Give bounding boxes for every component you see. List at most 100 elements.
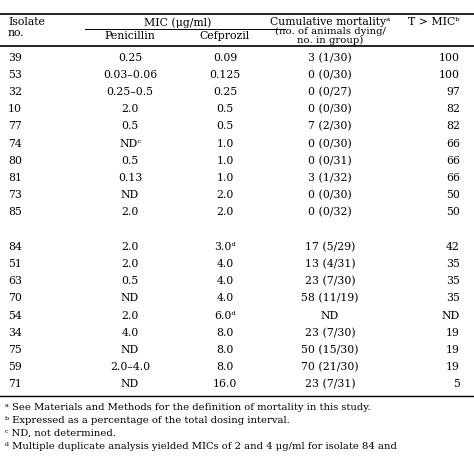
Text: 3 (1/32): 3 (1/32) [308,173,352,183]
Text: ND: ND [121,293,139,303]
Text: 5: 5 [453,379,460,390]
Text: (no. of animals dying/: (no. of animals dying/ [274,27,385,36]
Text: 2.0–4.0: 2.0–4.0 [110,362,150,372]
Text: 70: 70 [8,293,22,303]
Text: 0 (0/31): 0 (0/31) [308,155,352,166]
Text: 54: 54 [8,310,22,320]
Text: 2.0: 2.0 [121,208,139,218]
Text: 0.125: 0.125 [210,70,241,80]
Text: 50: 50 [446,190,460,200]
Text: 77: 77 [8,121,22,131]
Text: 85: 85 [8,208,22,218]
Text: 0.09: 0.09 [213,53,237,63]
Text: no.: no. [8,28,25,38]
Text: 1.0: 1.0 [216,156,234,166]
Text: ᵇ Expressed as a percentage of the total dosing interval.: ᵇ Expressed as a percentage of the total… [5,416,290,425]
Text: 8.0: 8.0 [216,345,234,355]
Text: ND: ND [442,310,460,320]
Text: 66: 66 [446,173,460,183]
Text: 0.25: 0.25 [213,87,237,97]
Text: 82: 82 [446,121,460,131]
Text: 4.0: 4.0 [216,293,234,303]
Text: 2.0: 2.0 [121,310,139,320]
Text: 4.0: 4.0 [216,276,234,286]
Text: 0.5: 0.5 [121,156,138,166]
Text: 66: 66 [446,156,460,166]
Text: 53: 53 [8,70,22,80]
Text: Isolate: Isolate [8,17,45,27]
Text: 2.0: 2.0 [121,104,139,114]
Text: T > MICᵇ: T > MICᵇ [409,17,460,27]
Text: 0 (0/27): 0 (0/27) [308,87,352,97]
Text: 0.5: 0.5 [121,121,138,131]
Text: ND: ND [121,190,139,200]
Text: 10: 10 [8,104,22,114]
Text: 35: 35 [446,293,460,303]
Text: NDᶜ: NDᶜ [119,138,141,149]
Text: 0 (0/30): 0 (0/30) [308,190,352,201]
Text: 0 (0/30): 0 (0/30) [308,138,352,149]
Text: 50 (15/30): 50 (15/30) [301,345,359,355]
Text: 39: 39 [8,53,22,63]
Text: ᵃ See Materials and Methods for the definition of mortality in this study.: ᵃ See Materials and Methods for the defi… [5,403,371,412]
Text: 6.0ᵈ: 6.0ᵈ [214,310,236,320]
Text: 0 (0/30): 0 (0/30) [308,70,352,80]
Text: 3.0ᵈ: 3.0ᵈ [214,242,236,252]
Text: 0 (0/32): 0 (0/32) [308,207,352,218]
Text: 0.5: 0.5 [216,121,234,131]
Text: 17 (5/29): 17 (5/29) [305,242,355,252]
Text: 0.5: 0.5 [121,276,138,286]
Text: 80: 80 [8,156,22,166]
Text: 82: 82 [446,104,460,114]
Text: 66: 66 [446,138,460,149]
Text: 74: 74 [8,138,22,149]
Text: 23 (7/31): 23 (7/31) [305,379,356,390]
Text: 100: 100 [439,53,460,63]
Text: 2.0: 2.0 [216,208,234,218]
Text: 63: 63 [8,276,22,286]
Text: 32: 32 [8,87,22,97]
Text: 8.0: 8.0 [216,362,234,372]
Text: Penicillin: Penicillin [105,31,155,41]
Text: 2.0: 2.0 [216,190,234,200]
Text: 1.0: 1.0 [216,173,234,183]
Text: MIC (μg/ml): MIC (μg/ml) [144,17,211,27]
Text: 23 (7/30): 23 (7/30) [305,328,356,338]
Text: 2.0: 2.0 [121,259,139,269]
Text: no. in group): no. in group) [297,36,363,45]
Text: 50: 50 [446,208,460,218]
Text: 4.0: 4.0 [121,328,138,338]
Text: 58 (11/19): 58 (11/19) [301,293,359,303]
Text: 23 (7/30): 23 (7/30) [305,276,356,286]
Text: 0.03–0.06: 0.03–0.06 [103,70,157,80]
Text: 0.13: 0.13 [118,173,142,183]
Text: 100: 100 [439,70,460,80]
Text: Cefprozil: Cefprozil [200,31,250,41]
Text: 19: 19 [446,362,460,372]
Text: 73: 73 [8,190,22,200]
Text: 59: 59 [8,362,22,372]
Text: 35: 35 [446,259,460,269]
Text: 3 (1/30): 3 (1/30) [308,53,352,63]
Text: 7 (2/30): 7 (2/30) [308,121,352,132]
Text: 42: 42 [446,242,460,252]
Text: 51: 51 [8,259,22,269]
Text: ND: ND [121,379,139,390]
Text: 97: 97 [446,87,460,97]
Text: 8.0: 8.0 [216,328,234,338]
Text: Cumulative mortalityᵃ: Cumulative mortalityᵃ [270,17,390,27]
Text: ᵈ Multiple duplicate analysis yielded MICs of 2 and 4 μg/ml for isolate 84 and: ᵈ Multiple duplicate analysis yielded MI… [5,442,397,451]
Text: 19: 19 [446,328,460,338]
Text: 0.5: 0.5 [216,104,234,114]
Text: 0 (0/30): 0 (0/30) [308,104,352,114]
Text: 0.25: 0.25 [118,53,142,63]
Text: 34: 34 [8,328,22,338]
Text: 13 (4/31): 13 (4/31) [305,259,356,269]
Text: 4.0: 4.0 [216,259,234,269]
Text: 0.25–0.5: 0.25–0.5 [107,87,154,97]
Text: 19: 19 [446,345,460,355]
Text: 2.0: 2.0 [121,242,139,252]
Text: 70 (21/30): 70 (21/30) [301,362,359,373]
Text: 75: 75 [8,345,22,355]
Text: ND: ND [321,310,339,320]
